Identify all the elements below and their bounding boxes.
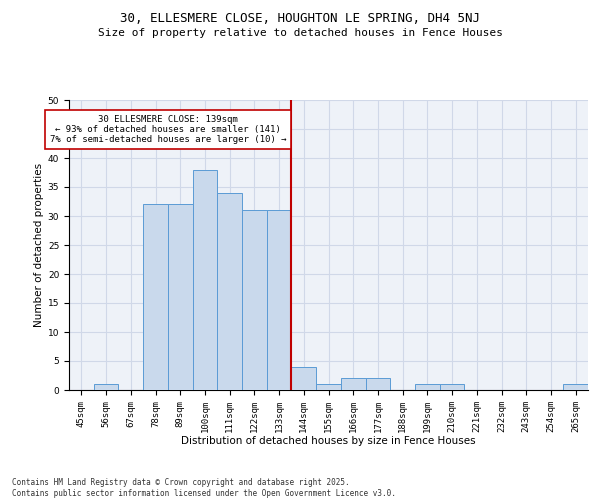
Text: Contains HM Land Registry data © Crown copyright and database right 2025.
Contai: Contains HM Land Registry data © Crown c… (12, 478, 396, 498)
Bar (440, 384, 464, 390)
Bar (168, 204, 193, 390)
Bar (316, 384, 341, 390)
Bar (242, 210, 267, 390)
Bar (292, 367, 316, 390)
X-axis label: Distribution of detached houses by size in Fence Houses: Distribution of detached houses by size … (181, 436, 476, 446)
Bar (193, 170, 217, 390)
Bar (217, 193, 242, 390)
Text: 30, ELLESMERE CLOSE, HOUGHTON LE SPRING, DH4 5NJ: 30, ELLESMERE CLOSE, HOUGHTON LE SPRING,… (120, 12, 480, 26)
Bar (143, 204, 168, 390)
Text: 30 ELLESMERE CLOSE: 139sqm
← 93% of detached houses are smaller (141)
7% of semi: 30 ELLESMERE CLOSE: 139sqm ← 93% of deta… (50, 114, 286, 144)
Bar (365, 378, 390, 390)
Text: Size of property relative to detached houses in Fence Houses: Size of property relative to detached ho… (97, 28, 503, 38)
Bar (341, 378, 365, 390)
Bar (267, 210, 292, 390)
Bar (94, 384, 118, 390)
Y-axis label: Number of detached properties: Number of detached properties (34, 163, 44, 327)
Bar (415, 384, 440, 390)
Bar (563, 384, 588, 390)
